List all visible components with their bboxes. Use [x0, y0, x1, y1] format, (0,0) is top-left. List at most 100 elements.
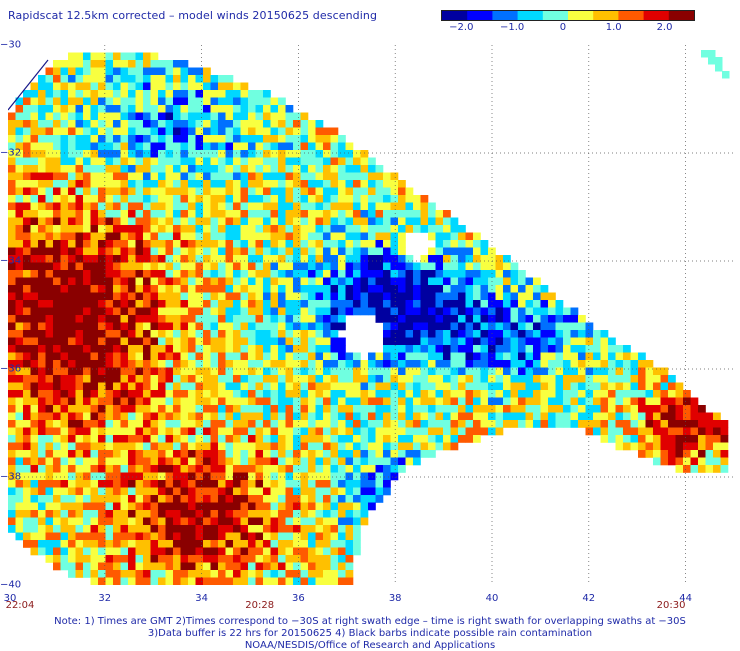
wind-cell	[293, 382, 301, 391]
wind-cell	[135, 90, 144, 98]
wind-cell	[68, 202, 76, 211]
colorbar-tick-label: −2.0	[449, 22, 474, 33]
wind-cell	[368, 277, 376, 286]
wind-cell	[23, 337, 31, 346]
wind-cell	[563, 360, 571, 368]
wind-cell	[68, 277, 76, 286]
wind-cell	[300, 292, 309, 301]
wind-cell	[255, 157, 264, 166]
wind-cell	[435, 435, 444, 443]
wind-cell	[83, 420, 91, 428]
wind-cell	[495, 337, 504, 346]
wind-cell	[338, 480, 346, 488]
wind-cell	[225, 90, 234, 98]
wind-cell	[23, 187, 31, 196]
wind-cell	[60, 382, 69, 391]
wind-cell	[128, 532, 136, 541]
wind-cell	[383, 232, 391, 241]
wind-cell	[630, 435, 639, 443]
wind-cell	[240, 285, 249, 293]
wind-cell	[398, 195, 406, 203]
wind-cell	[165, 255, 174, 263]
wind-cell	[150, 217, 159, 226]
wind-cell	[150, 277, 159, 286]
wind-cell	[143, 540, 151, 548]
wind-cell	[98, 465, 106, 473]
wind-cell	[218, 397, 226, 406]
wind-cell	[330, 435, 339, 443]
wind-cell	[323, 442, 331, 451]
wind-cell	[645, 390, 654, 398]
wind-cell	[675, 382, 684, 391]
wind-cell	[398, 240, 406, 248]
wind-cell	[555, 330, 564, 338]
wind-cell	[293, 210, 301, 218]
wind-cell	[285, 135, 294, 143]
wind-cell	[330, 180, 339, 188]
wind-cell	[255, 367, 264, 376]
wind-cell	[68, 360, 76, 368]
wind-cell	[173, 142, 181, 151]
wind-cell	[300, 150, 309, 158]
wind-cell	[360, 390, 369, 398]
wind-cell	[218, 285, 226, 293]
wind-cell	[30, 420, 39, 428]
wind-cell	[113, 307, 121, 316]
wind-cell	[98, 487, 106, 496]
wind-cell	[233, 345, 241, 353]
wind-cell	[255, 187, 264, 196]
wind-cell	[510, 322, 519, 331]
wind-cell	[368, 240, 376, 248]
wind-cell	[473, 412, 481, 421]
wind-cell	[330, 352, 339, 361]
wind-cell	[60, 315, 69, 323]
wind-cell	[495, 292, 504, 301]
wind-cell	[173, 315, 181, 323]
wind-cell	[240, 390, 249, 398]
wind-cell	[195, 217, 204, 226]
wind-cell	[8, 412, 16, 421]
longitude-label: 34	[195, 593, 208, 604]
wind-cell	[225, 540, 234, 548]
wind-cell	[165, 450, 174, 458]
wind-cell	[98, 195, 106, 203]
wind-cell	[615, 390, 624, 398]
wind-cell	[53, 450, 61, 458]
wind-cell	[75, 337, 84, 346]
wind-cell	[150, 472, 159, 481]
wind-cell	[413, 202, 421, 211]
wind-cell	[308, 315, 316, 323]
wind-cell	[285, 450, 294, 458]
wind-cell	[510, 382, 519, 391]
wind-cell	[225, 285, 234, 293]
wind-cell	[585, 345, 594, 353]
wind-cell	[60, 307, 69, 316]
wind-cell	[113, 562, 121, 571]
wind-cell	[128, 577, 136, 585]
wind-cell	[233, 195, 241, 203]
wind-cell	[390, 292, 399, 301]
wind-cell	[8, 480, 16, 488]
wind-cell	[225, 262, 234, 271]
wind-cell	[293, 202, 301, 211]
wind-cell	[353, 517, 361, 526]
colorbar-segment	[467, 11, 493, 20]
wind-cell	[360, 172, 369, 181]
wind-cell	[593, 345, 601, 353]
wind-cell	[540, 382, 549, 391]
wind-cell	[195, 277, 204, 286]
wind-cell	[600, 420, 609, 428]
wind-cell	[158, 285, 166, 293]
wind-cell	[135, 397, 144, 406]
wind-cell	[30, 225, 39, 233]
wind-cell	[488, 300, 496, 308]
wind-cell	[23, 360, 31, 368]
wind-cell	[345, 570, 354, 578]
wind-cell	[128, 315, 136, 323]
wind-cell	[150, 52, 159, 61]
wind-cell	[450, 322, 459, 331]
wind-cell	[105, 202, 114, 211]
wind-cell	[218, 300, 226, 308]
wind-cell	[593, 427, 601, 436]
wind-cell	[90, 232, 99, 241]
